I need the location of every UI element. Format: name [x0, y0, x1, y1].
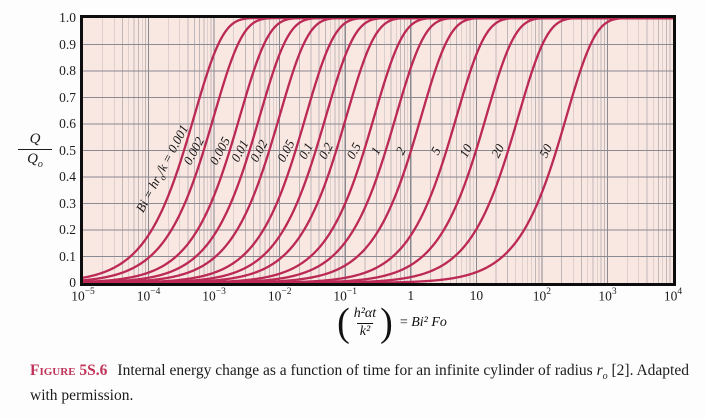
curve-Bi-0.02 — [83, 18, 673, 283]
x-tick-label-10−2: 10−2 — [267, 287, 292, 304]
curve-Bi-20 — [83, 18, 673, 283]
formula-numerator: h²αt — [353, 306, 377, 322]
y-tick-label-0.5: 0.5 — [59, 142, 76, 158]
curve-Bi-50 — [83, 18, 673, 283]
formula-open-paren: ( — [337, 300, 350, 346]
y-tick-label-0.3: 0.3 — [59, 195, 76, 211]
y-tick-label-0.2: 0.2 — [59, 222, 76, 237]
x-axis-formula: ( h²αt k² ) = Bi² Fo — [337, 300, 447, 346]
x-tick-label-10−4: 10−4 — [136, 287, 161, 304]
y-tick-label-0.9: 0.9 — [59, 36, 76, 52]
x-tick-label-103: 103 — [598, 287, 617, 304]
formula-denominator: k² — [356, 322, 374, 340]
y-axis-fraction-numerator: Q — [29, 131, 41, 147]
formula-close-paren: ) — [380, 300, 393, 346]
grober-chart-plot-area — [83, 18, 673, 283]
x-tick-label-10−1: 10−1 — [333, 287, 358, 304]
figure-caption: Figure 5S.6 Internal energy change as a f… — [30, 362, 689, 405]
caption-r-symbol: r — [596, 362, 603, 379]
x-tick-label-10: 10 — [469, 288, 484, 303]
y-tick-label-0.7: 0.7 — [59, 89, 76, 105]
formula-rhs: = Bi² Fo — [399, 315, 447, 330]
x-tick-label-10−5: 10−5 — [71, 287, 95, 304]
figure-number-label: Figure 5S.6 — [30, 362, 108, 379]
x-tick-label-1: 1 — [407, 288, 415, 303]
curve-Bi-0.002 — [83, 18, 673, 282]
y-tick-label-0.1: 0.1 — [59, 248, 76, 264]
y-tick-label-0.4: 0.4 — [59, 169, 76, 184]
y-tick-label-0: 0 — [69, 275, 76, 290]
curve-Bi-0.05 — [83, 18, 673, 283]
formula-fraction: h²αt k² — [351, 306, 379, 339]
x-tick-label-10−3: 10−3 — [202, 287, 226, 304]
curve-Bi-0.001 — [83, 18, 673, 279]
y-tick-label-1.0: 1.0 — [59, 10, 76, 25]
y-axis-fraction-denominator: Qo — [18, 149, 52, 170]
caption-text-2: [2]. Adapted with permission. — [30, 362, 689, 405]
caption-text-1: Internal energy change as a function of … — [117, 362, 597, 379]
x-tick-label-102: 102 — [532, 287, 551, 304]
y-tick-label-0.8: 0.8 — [59, 63, 76, 78]
y-axis-label: Q Qo — [18, 131, 52, 170]
curve-Bi-0.01 — [83, 18, 673, 283]
curve-Bi-0.005 — [83, 18, 673, 283]
y-tick-label-0.6: 0.6 — [59, 116, 76, 131]
x-tick-label-104: 104 — [663, 287, 683, 304]
